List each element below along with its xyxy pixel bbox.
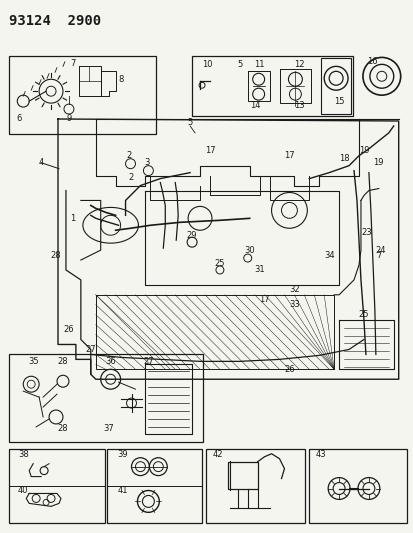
Text: 14: 14 xyxy=(250,101,260,110)
Text: 6: 6 xyxy=(17,115,22,124)
Text: 33: 33 xyxy=(288,300,299,309)
Text: 2: 2 xyxy=(126,151,131,160)
Text: 4: 4 xyxy=(38,158,44,167)
Text: 28: 28 xyxy=(50,251,61,260)
Bar xyxy=(227,462,257,489)
Text: 18: 18 xyxy=(338,154,349,163)
Bar xyxy=(206,449,305,523)
Text: 15: 15 xyxy=(333,96,344,106)
Text: 26: 26 xyxy=(283,365,294,374)
Text: 8: 8 xyxy=(118,75,123,84)
Text: 43: 43 xyxy=(315,450,326,459)
Text: 27: 27 xyxy=(85,345,96,354)
Text: 31: 31 xyxy=(254,265,264,274)
Text: 28: 28 xyxy=(57,424,68,433)
Text: 17: 17 xyxy=(259,295,269,304)
Text: 5: 5 xyxy=(187,118,192,127)
Text: 10: 10 xyxy=(201,60,212,69)
Bar xyxy=(95,295,333,369)
Bar xyxy=(9,449,104,523)
Text: 1: 1 xyxy=(70,214,75,223)
Text: 19: 19 xyxy=(373,158,383,167)
Text: 5: 5 xyxy=(237,60,242,69)
Text: 3: 3 xyxy=(145,158,150,167)
Text: 16: 16 xyxy=(367,57,377,66)
Text: 29: 29 xyxy=(186,231,197,240)
Text: 19: 19 xyxy=(358,146,368,155)
Bar xyxy=(107,449,202,523)
Text: 40: 40 xyxy=(18,486,28,495)
Text: 34: 34 xyxy=(323,251,334,260)
Text: 28: 28 xyxy=(57,357,68,366)
Circle shape xyxy=(143,166,153,175)
Text: 30: 30 xyxy=(244,246,254,255)
Bar xyxy=(192,56,352,116)
Text: 24: 24 xyxy=(375,246,385,255)
Text: 7: 7 xyxy=(375,251,381,260)
Text: 17: 17 xyxy=(204,146,215,155)
Circle shape xyxy=(125,159,135,168)
Text: 39: 39 xyxy=(117,450,128,459)
Text: 26: 26 xyxy=(64,325,74,334)
Bar xyxy=(320,59,350,114)
Text: 2: 2 xyxy=(128,173,133,182)
Text: 36: 36 xyxy=(105,357,116,366)
Bar xyxy=(309,449,406,523)
Text: 9: 9 xyxy=(66,115,71,124)
Text: 41: 41 xyxy=(117,486,128,495)
Text: 11: 11 xyxy=(254,60,264,69)
Text: 37: 37 xyxy=(103,424,114,433)
Bar xyxy=(9,354,202,442)
Text: 35: 35 xyxy=(28,357,38,366)
Text: 42: 42 xyxy=(212,450,223,459)
Text: 17: 17 xyxy=(283,151,294,160)
Text: 23: 23 xyxy=(361,228,371,237)
Text: 27: 27 xyxy=(143,357,153,366)
Text: 38: 38 xyxy=(18,450,28,459)
Text: 7: 7 xyxy=(70,59,76,68)
Text: 25: 25 xyxy=(214,259,225,268)
Text: 32: 32 xyxy=(288,285,299,294)
Text: 93124  2900: 93124 2900 xyxy=(9,14,101,28)
Text: 12: 12 xyxy=(293,60,304,69)
Text: 13: 13 xyxy=(293,101,304,110)
Text: 25: 25 xyxy=(358,310,368,319)
Bar xyxy=(9,56,156,134)
